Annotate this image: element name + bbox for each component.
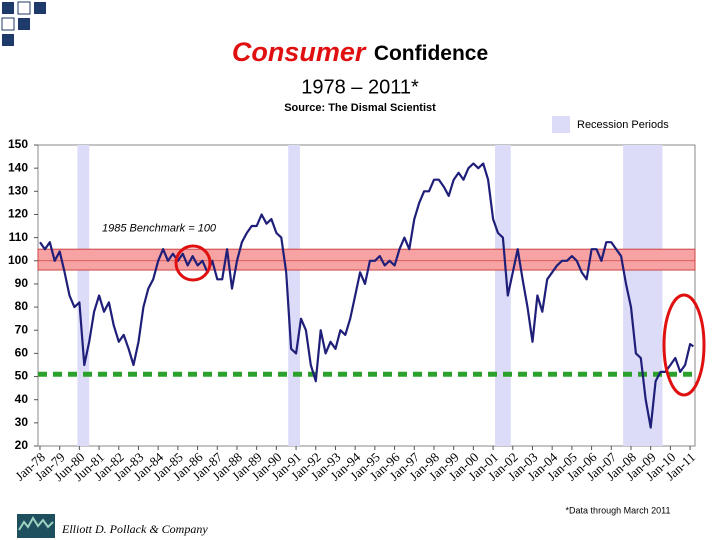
recession-band <box>623 145 663 446</box>
corner-decoration <box>1 1 46 46</box>
benchmark-label: 1985 Benchmark = 100 <box>102 223 217 235</box>
chart-title: Consumer Confidence <box>232 37 488 67</box>
highlight-circle <box>662 293 706 397</box>
y-tick-label: 20 <box>15 438 29 452</box>
y-tick-label: 110 <box>9 230 29 244</box>
y-tick-label: 130 <box>8 183 28 197</box>
y-tick-label: 120 <box>8 207 28 221</box>
y-tick-label: 90 <box>15 276 29 290</box>
y-tick-label: 30 <box>15 415 29 429</box>
y-tick-label: 80 <box>15 299 29 313</box>
recession-band <box>77 145 90 446</box>
y-tick-label: 100 <box>8 253 28 267</box>
y-tick-label: 60 <box>15 346 29 360</box>
plot-area <box>37 144 696 447</box>
y-tick-label: 40 <box>15 392 29 406</box>
title-rest: Confidence <box>374 42 488 65</box>
y-tick-label: 150 <box>8 137 28 151</box>
company-logo <box>17 514 55 538</box>
data-line <box>39 162 695 429</box>
subtitle: 1978 – 2011* <box>301 76 419 98</box>
company: Elliott D. Pollack & Company <box>61 522 208 536</box>
y-tick-label: 140 <box>8 160 28 174</box>
y-tick-label: 70 <box>15 322 29 336</box>
benchmark-band <box>37 248 696 271</box>
source: Source: The Dismal Scientist <box>284 102 436 114</box>
legend-swatch <box>552 116 570 133</box>
footnote: *Data through March 2011 <box>566 505 671 515</box>
legend-label: Recession Periods <box>577 119 669 131</box>
recession-band <box>288 145 301 446</box>
recession-band <box>495 145 511 446</box>
highlight-circle <box>174 244 212 282</box>
y-tick-label: 50 <box>15 369 29 383</box>
title-red: Consumer <box>232 37 367 67</box>
